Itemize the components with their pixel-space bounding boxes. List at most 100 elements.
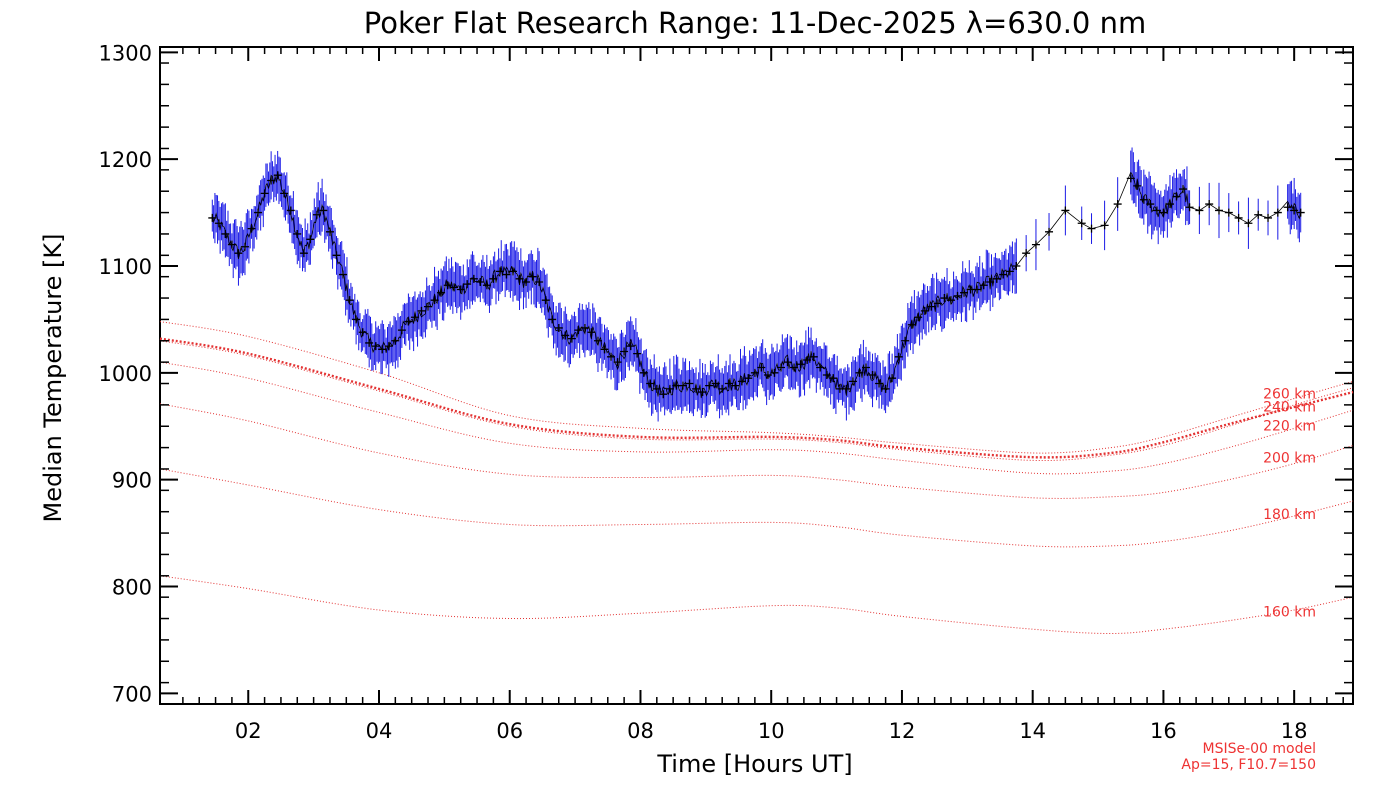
data-point	[1126, 174, 1135, 183]
data-point	[940, 294, 949, 303]
data-point	[554, 323, 563, 332]
data-point	[574, 326, 583, 335]
data-point	[659, 390, 668, 399]
data-point	[1244, 219, 1253, 228]
data-point	[221, 229, 230, 238]
data-point	[528, 272, 537, 281]
data-point	[548, 315, 557, 324]
data-point	[561, 331, 570, 340]
data-point	[254, 208, 263, 217]
data-point	[456, 285, 465, 294]
data-point	[809, 352, 818, 361]
data-point	[868, 370, 877, 379]
data-point	[214, 219, 223, 228]
data-point	[1113, 200, 1122, 209]
data-point	[267, 176, 276, 185]
model-curve-260-km	[159, 321, 1354, 454]
data-markers	[208, 171, 1305, 399]
data-point	[953, 291, 962, 300]
data-point	[260, 189, 269, 198]
data-point	[875, 379, 884, 388]
data-point	[502, 270, 511, 279]
data-point	[777, 363, 786, 372]
measured-series	[208, 147, 1305, 422]
model-label-260-km: 260 km	[1263, 386, 1316, 402]
model-label-200-km: 200 km	[1263, 451, 1316, 467]
data-point	[881, 384, 890, 393]
data-point	[1283, 203, 1292, 212]
model-label-180-km: 180 km	[1263, 507, 1316, 523]
data-point	[848, 377, 857, 386]
model-curve-180-km	[159, 468, 1354, 548]
data-point	[1005, 267, 1014, 276]
y-tick-label: 1200	[99, 148, 152, 172]
data-point	[508, 267, 517, 276]
data-point	[1159, 208, 1168, 217]
data-point	[208, 213, 217, 222]
data-point	[1264, 213, 1273, 222]
data-point	[1296, 208, 1305, 217]
data-point	[907, 320, 916, 329]
data-point	[1152, 206, 1161, 215]
data-point	[430, 296, 439, 305]
data-point	[633, 349, 642, 358]
model-curve-msis	[159, 337, 1354, 459]
data-point	[410, 313, 419, 322]
data-point	[397, 326, 406, 335]
x-tick-label: 08	[627, 719, 654, 743]
data-point	[1077, 219, 1086, 228]
data-point	[515, 274, 524, 283]
data-point	[365, 338, 374, 347]
x-tick-label: 16	[1150, 719, 1177, 743]
data-point	[450, 283, 459, 292]
y-axis-label: Median Temperature [K]	[39, 233, 67, 522]
data-point	[437, 288, 446, 297]
y-tick-label: 800	[112, 575, 152, 599]
data-point	[901, 336, 910, 345]
data-point	[535, 278, 544, 287]
x-tick-label: 12	[889, 719, 916, 743]
y-tick-label: 900	[112, 469, 152, 493]
data-point	[1185, 203, 1194, 212]
data-point	[979, 281, 988, 290]
data-point	[763, 370, 772, 379]
model-label-240-km: 240 km	[1263, 399, 1316, 415]
data-point	[1031, 240, 1040, 249]
data-point	[665, 384, 674, 393]
data-point	[750, 368, 759, 377]
data-point	[580, 323, 589, 332]
chart-title: Poker Flat Research Range: 11-Dec-2025 λ…	[364, 6, 1146, 40]
data-point	[600, 345, 609, 354]
data-point	[888, 374, 897, 383]
data-point	[404, 317, 413, 326]
data-point	[384, 342, 393, 351]
data-point	[894, 352, 903, 361]
data-point	[541, 296, 550, 305]
data-point	[1133, 181, 1142, 190]
data-point	[522, 278, 531, 287]
data-point	[371, 342, 380, 351]
data-point	[927, 302, 936, 311]
data-point	[463, 280, 472, 289]
data-point	[783, 358, 792, 367]
model-curve-220-km	[159, 361, 1354, 475]
data-point	[1087, 224, 1096, 233]
data-point	[999, 270, 1008, 279]
data-point	[933, 299, 942, 308]
y-tick-label: 1000	[99, 362, 152, 386]
plot-frame	[159, 46, 1354, 705]
data-point	[620, 347, 629, 356]
data-point	[796, 360, 805, 369]
data-point	[724, 379, 733, 388]
data-point	[227, 240, 236, 249]
data-point	[692, 384, 701, 393]
data-point	[1273, 208, 1282, 217]
data-point	[920, 306, 929, 315]
data-point	[731, 381, 740, 390]
data-point	[652, 384, 661, 393]
data-point	[790, 363, 799, 372]
data-point	[744, 374, 753, 383]
data-point	[593, 336, 602, 345]
data-point	[482, 281, 491, 290]
